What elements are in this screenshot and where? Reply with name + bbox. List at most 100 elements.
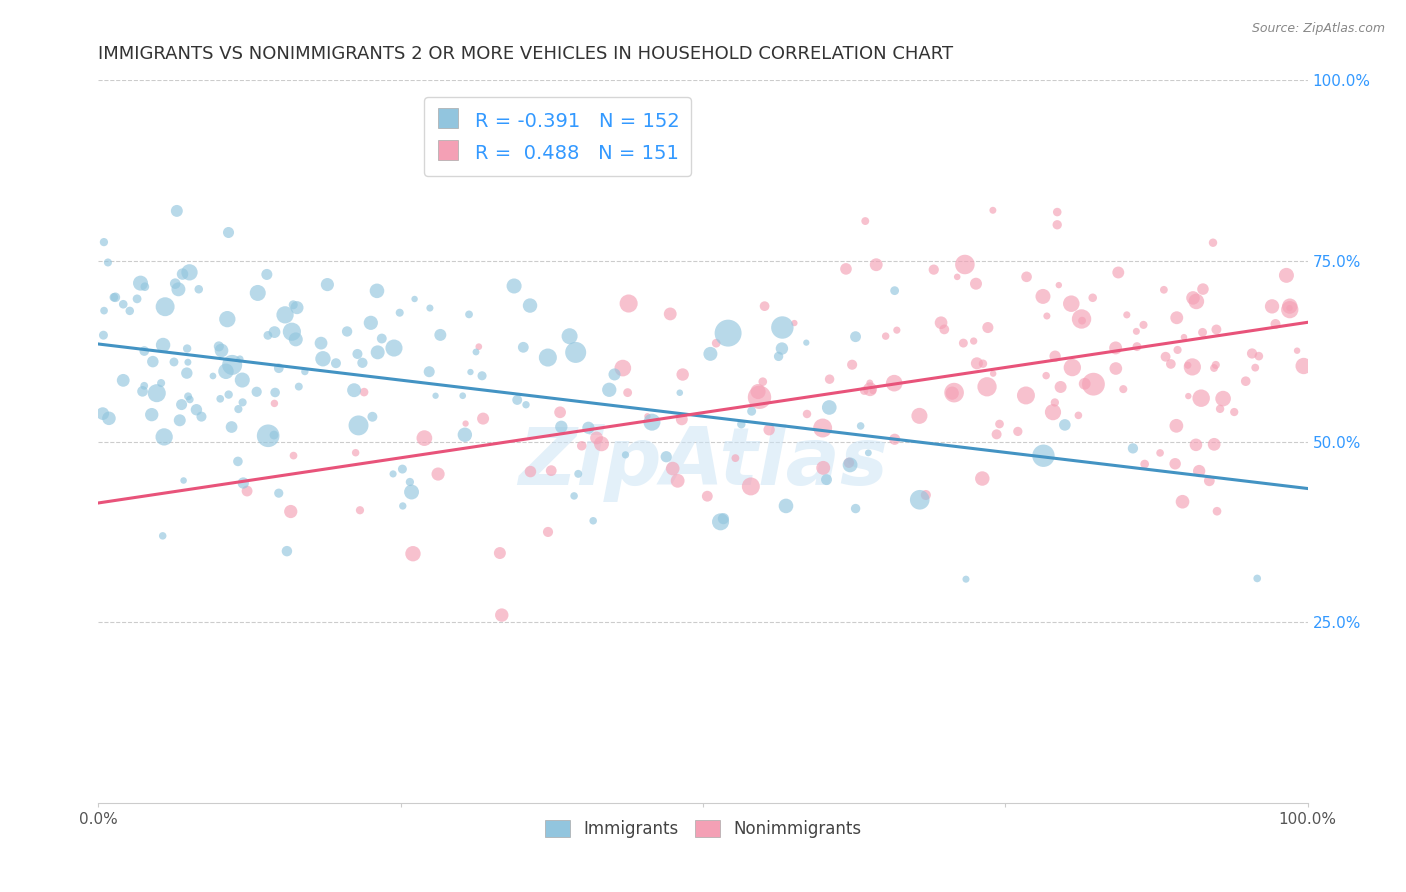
Point	[550, 420, 572, 434]
Point	[1212, 392, 1234, 406]
Point	[1073, 376, 1095, 391]
Point	[165, 277, 187, 291]
Point	[399, 475, 422, 489]
Point	[468, 340, 491, 354]
Point	[752, 375, 775, 389]
Point	[1198, 474, 1220, 488]
Point	[134, 279, 156, 293]
Point	[741, 404, 763, 418]
Point	[713, 511, 735, 525]
Point	[177, 355, 200, 369]
Point	[312, 351, 335, 366]
Point	[257, 429, 280, 443]
Point	[93, 235, 115, 249]
Point	[965, 277, 987, 291]
Point	[908, 409, 931, 423]
Point	[883, 376, 905, 391]
Point	[97, 411, 120, 425]
Point	[853, 214, 876, 228]
Point	[981, 203, 1004, 218]
Point	[865, 258, 887, 272]
Point	[859, 382, 882, 396]
Point	[401, 485, 423, 500]
Point	[1209, 401, 1232, 416]
Text: IMMIGRANTS VS NONIMMIGRANTS 2 OR MORE VEHICLES IN HOUSEHOLD CORRELATION CHART: IMMIGRANTS VS NONIMMIGRANTS 2 OR MORE VE…	[98, 45, 953, 63]
Point	[1181, 359, 1204, 374]
Point	[1071, 314, 1094, 328]
Point	[519, 465, 541, 479]
Point	[943, 385, 966, 400]
Point	[427, 467, 450, 481]
Point	[1067, 409, 1090, 423]
Point	[208, 339, 231, 353]
Point	[591, 437, 613, 451]
Point	[221, 358, 243, 372]
Point	[288, 379, 311, 393]
Point	[704, 336, 727, 351]
Point	[179, 265, 201, 279]
Point	[129, 276, 152, 290]
Point	[1070, 312, 1092, 326]
Point	[696, 489, 718, 503]
Point	[1032, 289, 1054, 303]
Point	[1149, 446, 1171, 460]
Point	[134, 379, 156, 393]
Point	[794, 335, 817, 350]
Point	[815, 473, 838, 487]
Point	[1083, 377, 1105, 392]
Point	[458, 307, 481, 321]
Point	[391, 462, 413, 476]
Point	[972, 357, 994, 371]
Point	[179, 392, 201, 407]
Point	[382, 467, 405, 481]
Point	[988, 417, 1011, 431]
Point	[391, 499, 413, 513]
Point	[838, 456, 860, 470]
Point	[264, 385, 287, 400]
Point	[818, 401, 841, 415]
Point	[371, 332, 394, 346]
Point	[316, 277, 339, 292]
Point	[167, 282, 190, 296]
Point	[941, 386, 963, 401]
Point	[343, 383, 366, 397]
Point	[1167, 343, 1189, 357]
Point	[454, 417, 477, 431]
Text: ZipAtlas: ZipAtlas	[517, 425, 889, 502]
Point	[186, 402, 208, 417]
Point	[152, 529, 174, 543]
Point	[724, 451, 747, 466]
Point	[1292, 359, 1315, 373]
Point	[849, 419, 872, 434]
Point	[1223, 405, 1246, 419]
Point	[875, 329, 897, 343]
Point	[353, 385, 375, 400]
Point	[946, 269, 969, 284]
Point	[236, 483, 259, 498]
Point	[835, 261, 858, 276]
Point	[717, 326, 740, 340]
Point	[976, 380, 998, 394]
Point	[671, 412, 693, 426]
Point	[598, 383, 620, 397]
Point	[952, 336, 974, 351]
Point	[209, 392, 232, 406]
Point	[1286, 343, 1309, 358]
Point	[1046, 205, 1069, 219]
Point	[263, 396, 285, 410]
Point	[103, 290, 125, 304]
Point	[811, 421, 834, 435]
Point	[267, 486, 290, 500]
Point	[883, 284, 905, 298]
Point	[862, 384, 884, 398]
Point	[1189, 391, 1212, 405]
Point	[283, 298, 305, 312]
Point	[231, 373, 253, 387]
Point	[419, 301, 441, 315]
Legend: Immigrants, Nonimmigrants: Immigrants, Nonimmigrants	[538, 814, 868, 845]
Point	[404, 292, 426, 306]
Point	[562, 489, 585, 503]
Point	[1205, 358, 1227, 372]
Point	[142, 354, 165, 368]
Point	[853, 384, 876, 398]
